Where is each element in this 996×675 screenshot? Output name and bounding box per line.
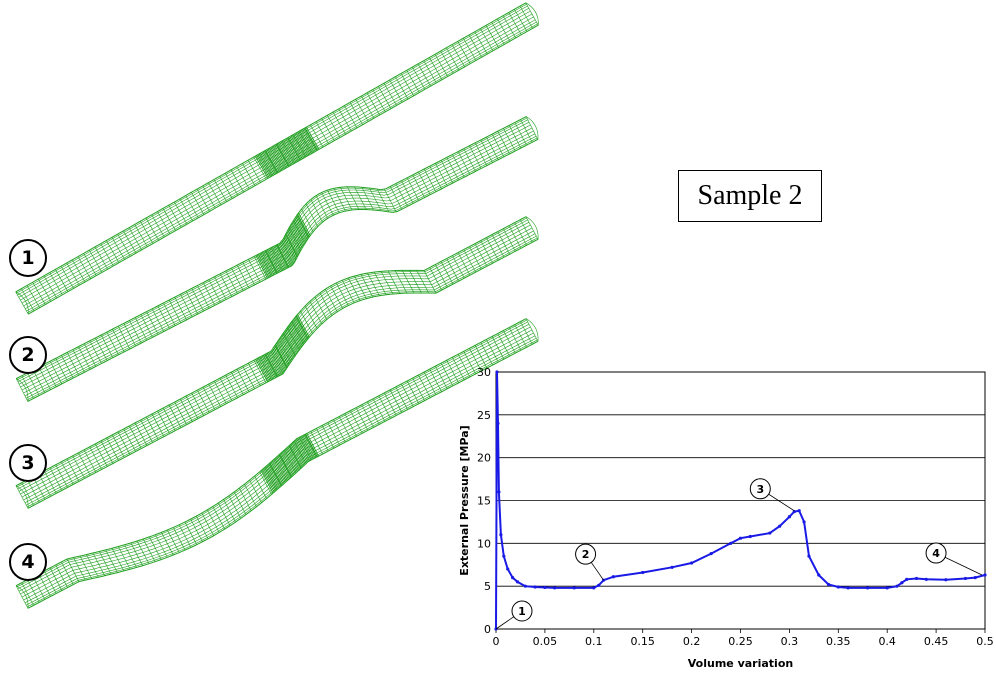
annotations: 1 2 3 4	[495, 478, 983, 630]
data-point	[895, 584, 899, 588]
data-point	[502, 554, 506, 558]
data-point	[802, 520, 806, 524]
data-point	[983, 573, 987, 577]
annotation-label-2: 2	[582, 548, 590, 561]
data-point	[905, 577, 909, 581]
data-point	[709, 552, 713, 556]
data-point	[778, 524, 782, 528]
y-tick-labels: 0 5 10 15 20 25 30	[477, 366, 491, 636]
data-point	[515, 580, 520, 584]
data-point	[553, 586, 557, 590]
data-point	[924, 577, 928, 581]
data-point	[543, 585, 547, 590]
y-tick-label: 20	[477, 452, 491, 465]
y-tick-label: 5	[484, 580, 491, 593]
x-tick-label: 0.1	[585, 635, 603, 648]
x-tick-label: 0.05	[533, 635, 558, 648]
data-point	[836, 585, 840, 589]
data-point	[499, 533, 503, 537]
x-tick-label: 0.15	[630, 635, 655, 648]
data-point	[523, 584, 527, 588]
data-point	[611, 575, 615, 579]
tube-mesh-2	[15, 116, 539, 402]
y-tick-label: 25	[477, 409, 491, 422]
series-points	[494, 370, 987, 631]
annotation-circle-1	[511, 600, 533, 622]
data-point	[592, 586, 596, 590]
sample-label-box: Sample 2	[678, 170, 822, 222]
data-point	[846, 586, 850, 590]
data-point	[533, 585, 537, 589]
data-point	[973, 576, 977, 580]
y-tick-label: 0	[484, 623, 491, 636]
data-point	[597, 583, 601, 587]
data-point	[497, 490, 501, 494]
x-tick-label: 0	[493, 635, 500, 648]
data-point	[768, 531, 772, 535]
data-point	[885, 586, 889, 590]
data-point	[866, 586, 870, 590]
x-axis-label: Volume variation	[688, 657, 793, 670]
data-point	[963, 576, 968, 581]
data-point	[797, 509, 801, 513]
tube-mesh-1	[15, 2, 539, 315]
annotation-label-4: 4	[932, 547, 940, 560]
x-tick-labels: 0 0.05 0.1 0.15 0.2 0.25 0.3 0.35 0.4 0.45 0.5	[493, 629, 994, 648]
data-point	[641, 570, 645, 575]
data-point	[807, 554, 811, 558]
data-point	[787, 515, 792, 519]
data-point	[738, 536, 743, 540]
data-point	[690, 561, 694, 565]
y-tick-label: 10	[477, 537, 491, 550]
x-tick-label: 0.2	[683, 635, 701, 648]
x-tick-label: 0.35	[826, 635, 851, 648]
stage-label-4: 4	[9, 543, 47, 581]
data-point	[511, 576, 515, 580]
annotation-circle-4	[925, 542, 947, 564]
data-point	[496, 421, 500, 425]
data-point	[792, 510, 796, 514]
data-point	[826, 582, 831, 587]
annotation-label-1: 1	[518, 605, 526, 618]
annotation-label-3: 3	[756, 483, 764, 496]
data-point	[914, 576, 919, 581]
stage-label-1: 1	[9, 239, 47, 277]
tube-mesh-3	[15, 216, 539, 509]
annotation-circle-3	[749, 478, 771, 500]
x-tick-label: 0.45	[924, 635, 949, 648]
stage-label-3: 3	[9, 444, 47, 482]
annotation-circle-2	[575, 543, 597, 565]
data-point	[506, 567, 510, 571]
data-point	[944, 578, 948, 582]
data-point	[748, 534, 752, 539]
stage-label-2: 2	[9, 336, 47, 374]
x-tick-label: 0.25	[728, 635, 753, 648]
x-tick-label: 0.5	[976, 635, 994, 648]
tube-mesh-4	[15, 318, 539, 609]
grid-lines	[496, 371, 985, 630]
x-tick-label: 0.4	[878, 635, 896, 648]
data-point	[729, 541, 733, 545]
data-point	[817, 573, 821, 577]
tube-meshes	[15, 2, 539, 609]
y-tick-label: 30	[477, 366, 491, 379]
data-point	[495, 370, 499, 374]
x-tick-label: 0.3	[781, 635, 799, 648]
data-point	[670, 565, 674, 569]
data-point	[900, 581, 904, 585]
y-axis-label: External Pressure [MPa]	[458, 425, 471, 575]
y-tick-label: 15	[477, 495, 491, 508]
data-point	[572, 586, 576, 590]
